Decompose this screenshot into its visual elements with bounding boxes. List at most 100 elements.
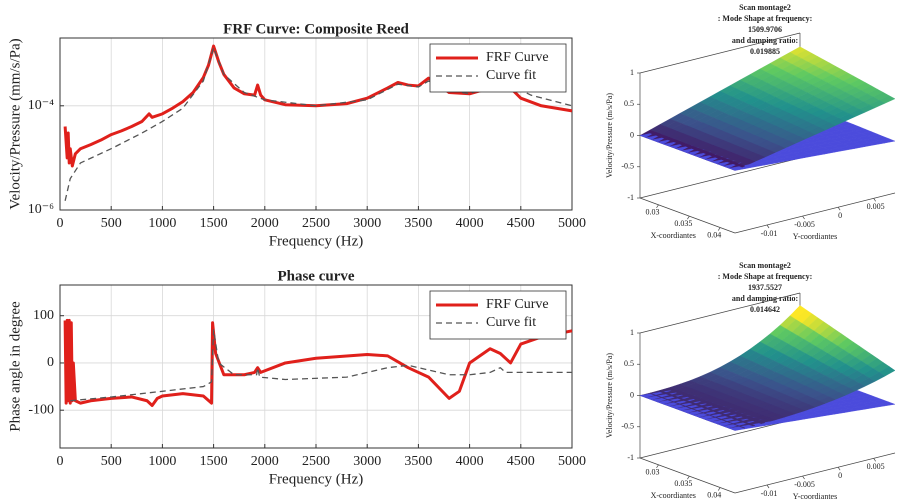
- x-axis-label: X-coordiantes: [651, 491, 696, 500]
- series-line: [70, 329, 572, 402]
- back-edge: [639, 32, 801, 74]
- tick-mark: [802, 215, 805, 220]
- z-tick-label: 0.5: [624, 359, 634, 368]
- tick-mark: [717, 227, 721, 231]
- plot-title: Scan montage2: [739, 261, 791, 270]
- x-tick-label: 4500: [507, 454, 535, 469]
- y-tick-label: 0: [838, 211, 842, 220]
- y-axis: [734, 192, 896, 234]
- z-axis-label: Velocity/Pressure (m/s/Pa): [605, 353, 614, 438]
- z-tick-label: 0: [630, 130, 634, 139]
- y-tick-label: 100: [33, 308, 54, 323]
- x-axis-label: X-coordiantes: [651, 231, 696, 240]
- z-tick-label: 0.5: [624, 99, 634, 108]
- y-tick-label: 10⁻⁶: [28, 202, 54, 217]
- x-tick-label: 2500: [302, 216, 330, 231]
- x-tick-label: 0.035: [674, 479, 692, 488]
- y-axis-label: Phase angle in degree: [7, 301, 23, 432]
- surface-patch: [728, 166, 746, 171]
- y-tick-label: -0.005: [794, 220, 815, 229]
- x-tick-label: 1000: [148, 454, 176, 469]
- y-tick-label: -0.01: [761, 489, 778, 498]
- plot-title: 1509.9706: [748, 25, 782, 34]
- y-axis-label: Y-coordiantes: [793, 492, 837, 501]
- z-tick-label: -0.5: [621, 162, 634, 171]
- plot-title: and damping ratio:: [732, 294, 798, 303]
- x-tick-label: 5000: [558, 216, 586, 231]
- tick-mark: [717, 487, 721, 491]
- y-tick-label: 10⁻⁴: [28, 98, 54, 113]
- x-tick-label: 0.03: [646, 468, 660, 477]
- chart-title: FRF Curve: Composite Reed: [223, 21, 409, 37]
- x-tick-label: 3500: [404, 454, 432, 469]
- back-edge: [639, 417, 801, 459]
- plot-frame: [59, 37, 573, 211]
- x-tick-label: 2500: [302, 454, 330, 469]
- tick-mark: [766, 484, 770, 489]
- y-axis: [734, 452, 896, 494]
- tick-mark: [656, 464, 659, 469]
- plot-title: 0.014642: [750, 305, 780, 314]
- x-tick-label: 3000: [353, 454, 381, 469]
- plot-title: 1937.5527: [748, 283, 782, 292]
- x-tick-label: 2000: [251, 454, 279, 469]
- tick-mark: [837, 207, 841, 211]
- x-tick-label: 4000: [456, 454, 484, 469]
- tick-mark: [873, 198, 876, 202]
- tick-mark: [802, 475, 805, 480]
- tick-mark: [873, 458, 876, 462]
- surface-patch: [728, 426, 746, 431]
- x-tick-label: 0: [57, 216, 64, 231]
- x-tick-label: 4000: [456, 216, 484, 231]
- x-axis-label: Frequency (Hz): [269, 233, 364, 249]
- x-tick-label: 2000: [251, 216, 279, 231]
- legend-box: [429, 43, 567, 93]
- x-axis: [639, 197, 736, 234]
- plot-title: : Mode Shape at frequency:: [718, 272, 813, 281]
- plot-title: : Mode Shape at frequency:: [718, 14, 813, 23]
- z-tick-label: -0.5: [621, 422, 634, 431]
- y-tick-label: -0.005: [794, 480, 815, 489]
- y-axis-label: Velocity/Pressure (mm/s/Pa): [7, 38, 23, 209]
- z-tick-label: -1: [627, 193, 634, 202]
- x-tick-label: 500: [101, 216, 122, 231]
- x-axis: [639, 457, 736, 494]
- z-axis-label: Velocity/Pressure (m/s/Pa): [605, 93, 614, 178]
- tick-mark: [687, 215, 690, 220]
- y-tick-label: 0.005: [867, 202, 885, 211]
- back-edge: [639, 292, 801, 334]
- plot-title: and damping ratio:: [732, 36, 798, 45]
- legend-label: Curve fit: [486, 68, 536, 83]
- chart-title: Phase curve: [277, 268, 354, 284]
- x-tick-label: 1000: [148, 216, 176, 231]
- z-tick-label: 0: [630, 390, 634, 399]
- y-tick-label: -100: [28, 402, 54, 417]
- x-tick-label: 0.035: [674, 219, 692, 228]
- z-tick-label: 1: [630, 68, 634, 77]
- plot-title: 0.019885: [750, 47, 780, 56]
- x-tick-label: 1500: [200, 216, 228, 231]
- tick-mark: [687, 475, 690, 480]
- tick-mark: [656, 204, 659, 209]
- y-tick-label: 0: [838, 471, 842, 480]
- plot-frame: [59, 284, 573, 449]
- y-axis-label: Y-coordiantes: [793, 232, 837, 241]
- plot-title: Scan montage2: [739, 3, 791, 12]
- tick-mark: [766, 224, 770, 229]
- x-axis-label: Frequency (Hz): [269, 471, 364, 487]
- z-tick-label: 1: [630, 328, 634, 337]
- x-tick-label: 3000: [353, 216, 381, 231]
- back-edge: [639, 157, 801, 199]
- x-tick-label: 0.04: [707, 490, 721, 499]
- x-tick-label: 5000: [558, 454, 586, 469]
- x-tick-label: 4500: [507, 216, 535, 231]
- legend-label: Curve fit: [486, 315, 536, 330]
- y-tick-label: -0.01: [761, 229, 778, 238]
- x-tick-label: 500: [101, 454, 122, 469]
- legend-box: [429, 290, 567, 340]
- legend-label: FRF Curve: [486, 50, 549, 65]
- x-tick-label: 0.04: [707, 230, 721, 239]
- y-tick-label: 0.005: [867, 462, 885, 471]
